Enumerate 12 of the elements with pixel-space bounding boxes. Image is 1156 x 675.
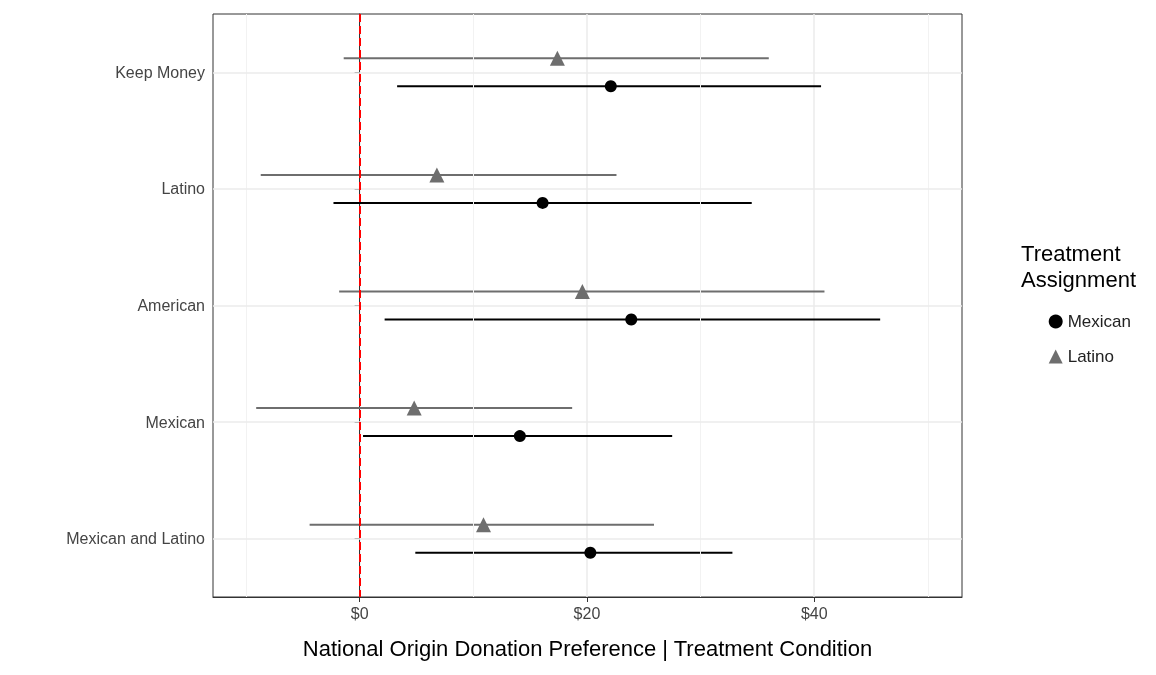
y-tick-label: American: [137, 297, 205, 314]
y-tick-label: Mexican: [145, 413, 205, 431]
legend-label: Latino: [1067, 347, 1115, 366]
x-axis-title: National Origin Donation Preference | Treatment Condition: [302, 635, 873, 661]
y-tick-label: Latino: [161, 180, 206, 198]
x-tick-label: $0: [350, 604, 369, 622]
y-tick-label: Keep Money: [115, 63, 205, 81]
x-tick-label: $40: [800, 604, 828, 622]
legend-title: Treatment Assignment: [1021, 240, 1137, 292]
x-tick-label: $20: [573, 604, 601, 622]
y-tick-label: Mexican and Latino: [66, 530, 206, 548]
legend-label: Mexican: [1067, 312, 1132, 331]
